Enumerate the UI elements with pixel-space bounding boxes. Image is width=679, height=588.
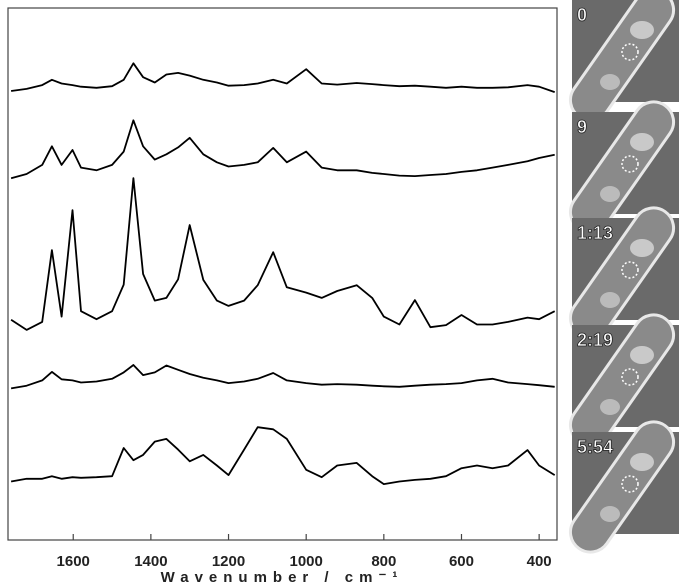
laser-spot (621, 155, 639, 173)
laser-spot (621, 261, 639, 279)
image-panel: 2:19 (568, 313, 679, 447)
image-panel: 0 (568, 0, 679, 122)
x-tick-label: 400 (527, 553, 552, 570)
time-label: 9 (577, 117, 587, 137)
image-panel: 1:13 (568, 206, 679, 340)
bright-spot (600, 399, 620, 415)
spectrum-line (10, 426, 556, 485)
bright-spot (600, 506, 620, 522)
image-panel: 9 (568, 100, 679, 234)
bright-spot (630, 133, 654, 151)
time-label: 1:13 (577, 223, 613, 243)
x-tick-label: 1000 (289, 553, 322, 570)
bright-spot (600, 74, 620, 90)
image-panel: 5:54 (568, 420, 679, 554)
spectrum-line (10, 119, 555, 180)
x-tick-label: 1600 (57, 553, 90, 570)
plot-frame (7, 7, 558, 541)
bright-spot (600, 186, 620, 202)
bright-spot (630, 346, 654, 364)
x-axis-label: Wavenumber / cm⁻¹ (161, 569, 404, 586)
x-tick-label: 1400 (134, 553, 167, 570)
bright-spot (630, 21, 654, 39)
spectrum-line (10, 177, 556, 331)
bright-spot (600, 292, 620, 308)
time-label: 5:54 (577, 437, 613, 457)
laser-spot (621, 475, 639, 493)
laser-spot (621, 43, 639, 61)
x-tick-label: 800 (371, 553, 396, 570)
spectrum-line (10, 364, 555, 390)
time-label: 0 (577, 5, 587, 25)
bright-spot (630, 239, 654, 257)
time-label: 2:19 (577, 330, 613, 350)
x-tick-label: 1200 (212, 553, 245, 570)
x-tick-label: 600 (449, 553, 474, 570)
laser-spot (621, 368, 639, 386)
bright-spot (630, 453, 654, 471)
spectrum-line (10, 62, 555, 93)
